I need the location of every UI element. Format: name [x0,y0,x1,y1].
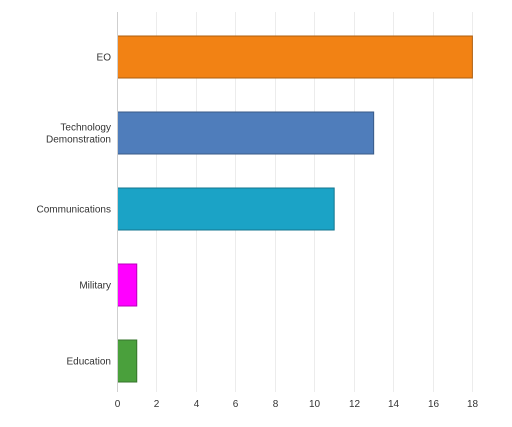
bar-technology-demonstration[interactable] [117,111,375,155]
bar-communications[interactable] [117,187,335,231]
category-label: Demonstration [46,135,111,146]
x-tick-label: 8 [273,399,279,410]
x-tick-label: 6 [233,399,239,410]
x-tick-label: 4 [194,399,200,410]
category-label: Education [67,357,111,368]
x-tick-label: 18 [467,399,479,410]
x-tick-label: 16 [428,399,440,410]
x-tick-label: 10 [309,399,321,410]
category-label: Military [79,281,111,292]
x-axis-ticks: 0 2 4 6 8 10 12 14 16 18 [115,399,479,410]
x-tick-label: 12 [349,399,361,410]
bar-eo[interactable] [117,35,473,79]
category-label: EO [97,53,112,64]
bars [117,35,473,383]
bar-military[interactable] [117,263,138,307]
x-tick-label: 14 [388,399,400,410]
category-label: Communications [37,205,111,216]
x-tick-label: 0 [115,399,121,410]
x-tick-label: 2 [154,399,160,410]
bar-education[interactable] [117,339,138,383]
category-label: Technology [60,123,111,134]
